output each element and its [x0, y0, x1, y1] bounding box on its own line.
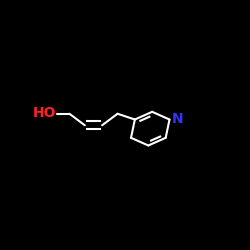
Text: HO: HO	[32, 106, 56, 120]
Text: N: N	[172, 112, 183, 126]
